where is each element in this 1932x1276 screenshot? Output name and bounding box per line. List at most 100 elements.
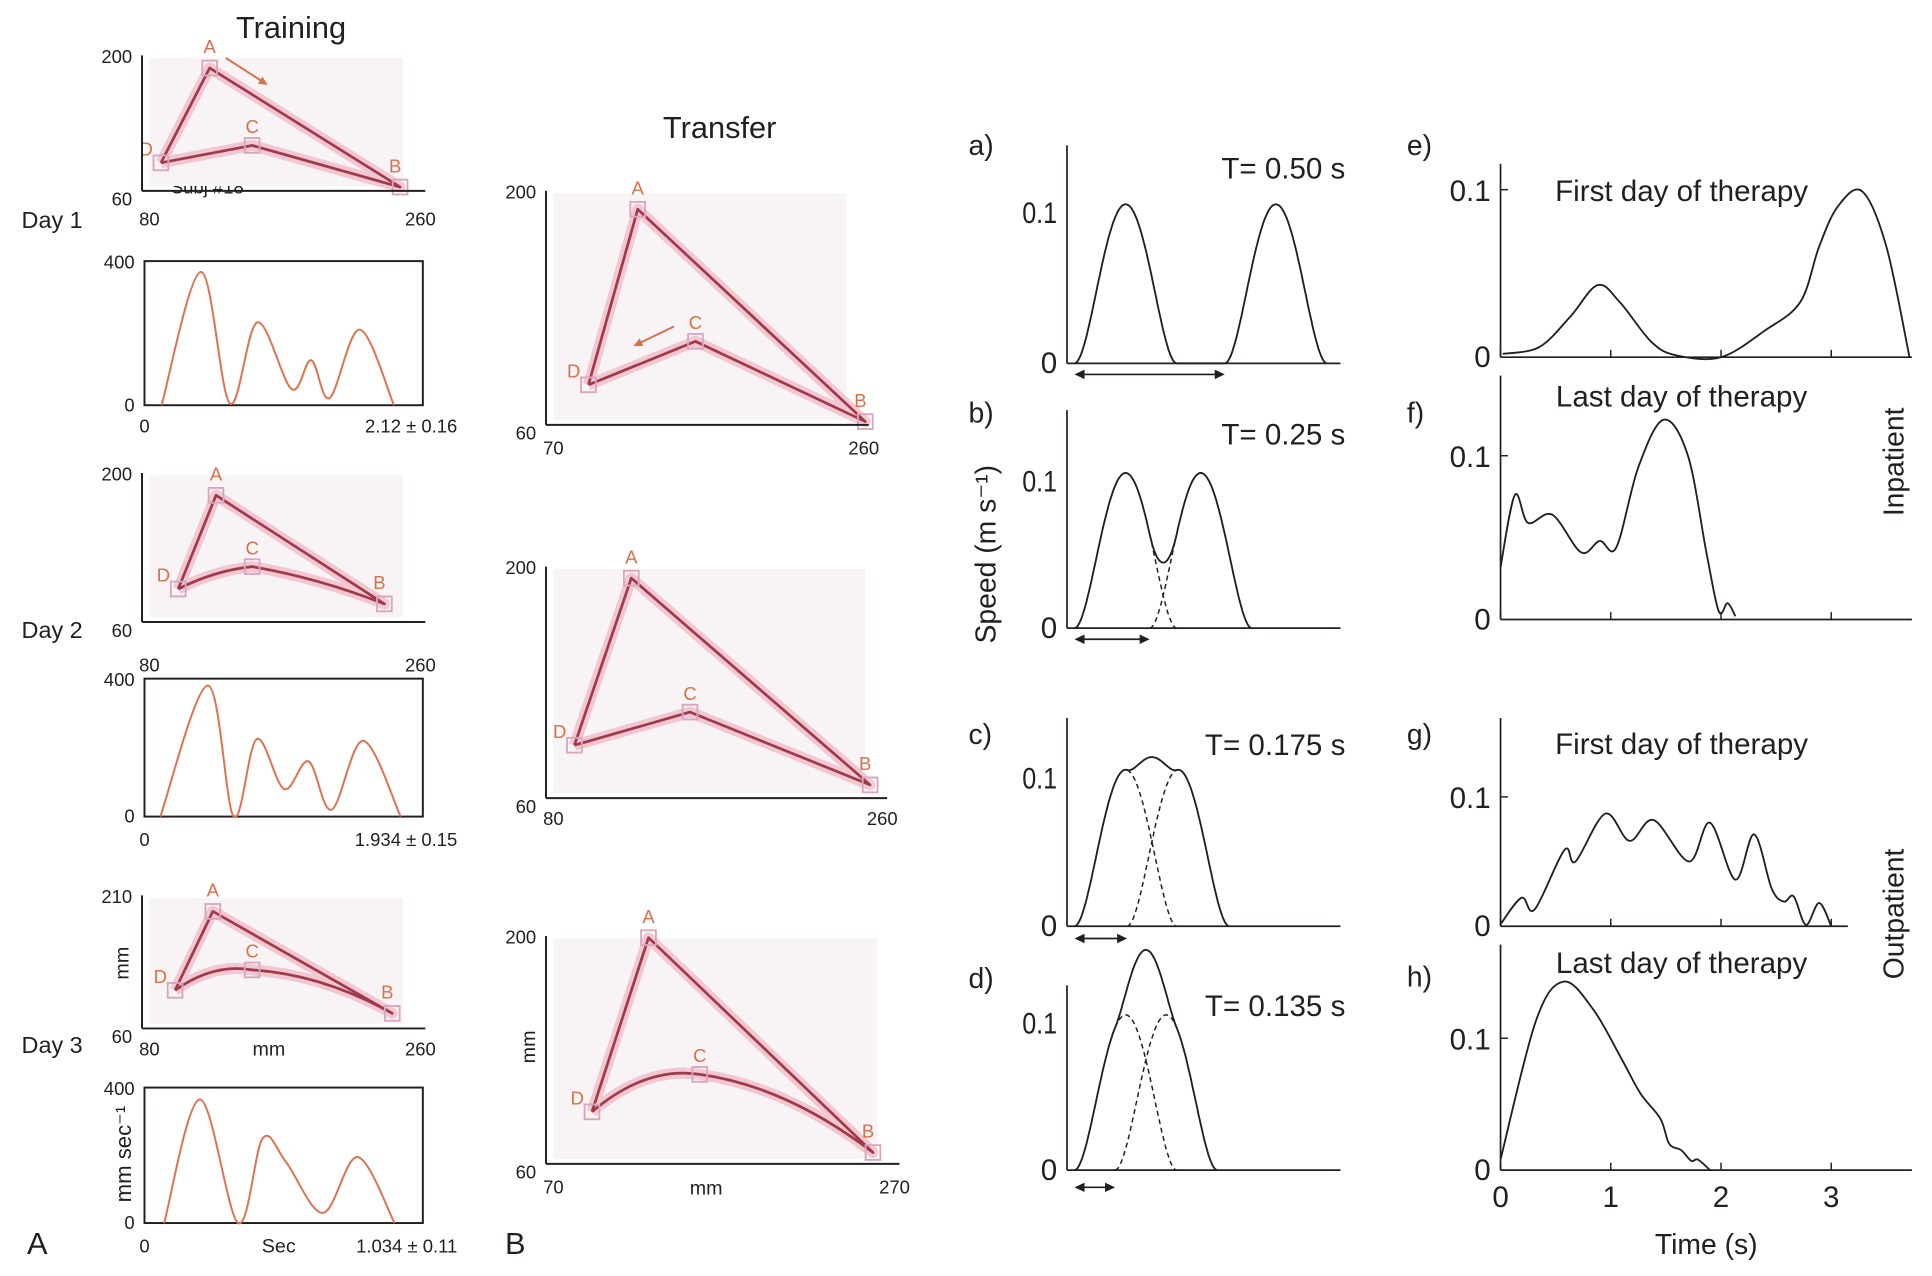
transfer-3-trajectory-point-label-d: D [571, 1087, 584, 1108]
e-panel-label: e) [1407, 130, 1432, 162]
speed-ylabel: Speed (m s⁻¹) [971, 465, 1003, 644]
training-day1-speed-frame [143, 260, 424, 407]
training-day1-trajectory-point-label-a: A [204, 36, 217, 57]
g-panel-label: g) [1407, 719, 1432, 751]
direction-arrow-head [633, 338, 644, 347]
transfer-2-trajectory-xtick-label: 260 [867, 808, 898, 829]
transfer-1-trajectory-point-label-d: D [567, 360, 580, 381]
transfer3-xlabel: mm [690, 1178, 723, 1200]
f-ytick-label: 0 [1474, 603, 1490, 636]
training-day2-trajectory-ytick-label: 200 [101, 463, 132, 484]
d-submovement-1-dashed [1114, 1014, 1177, 1171]
transfer-title: Transfer [663, 110, 776, 145]
d-panel-label: d) [968, 963, 993, 995]
inpatient-label: Inpatient [1878, 407, 1910, 516]
training-day3-trajectory-point-label-b: B [381, 982, 393, 1003]
transfer-1-trajectory-point-label-c: C [689, 312, 702, 333]
panel-B-label: B [505, 1226, 526, 1261]
b-interval-label: T= 0.25 s [1221, 419, 1345, 452]
training-day2-trajectory-point-label-a: A [210, 464, 223, 485]
transfer-1-trajectory-xtick-label: 260 [848, 437, 879, 458]
training-day2-trajectory-target-b [376, 595, 393, 613]
transfer-3-trajectory-point-label-a: A [642, 906, 655, 927]
training-day2-trajectory-xtick-label: 80 [139, 654, 160, 675]
training-day3-trajectory-xtick-label: 80 [139, 1039, 160, 1060]
a-interval-arrow-head-right [1214, 369, 1225, 380]
training-day3-trajectory-trajectory-path [173, 910, 394, 1015]
training-day2-trajectory-xtick-label: 260 [405, 654, 436, 675]
c-interval-arrow-head-left [1074, 933, 1085, 944]
training-day2-speed-duration-readout: 1.934 ± 0.15 [355, 829, 458, 850]
transfer-2-trajectory-ytick-label: 200 [505, 557, 536, 578]
training-day2-trajectory-target-c [243, 558, 261, 575]
training-day1-speed-ytick-label: 400 [104, 252, 135, 273]
outpatient-label: Outpatient [1878, 848, 1910, 979]
training-day3-speed-xtick-label: 0 [139, 1236, 149, 1257]
h-ytick-label: 0.1 [1450, 1023, 1491, 1056]
training-day1-trajectory-xtick-label: 80 [139, 208, 160, 229]
c-submovement-2-dashed [1126, 769, 1177, 927]
h-xtick-label: 1 [1603, 1181, 1619, 1214]
training-day1-speed-speed-curve [160, 270, 395, 406]
transfer-3-trajectory-target-d [583, 1103, 601, 1121]
transfer-2-trajectory-xtick-label: 80 [543, 808, 564, 829]
training-day2-speed-speed-curve [159, 684, 402, 818]
d-ytick-label: 0.1 [1022, 1006, 1057, 1039]
training-day2-speed-ytick-label: 0 [124, 806, 134, 827]
training-day3-trajectory-target-c [243, 961, 261, 979]
training-day3-speed-ytick-label: 0 [124, 1212, 134, 1233]
training-day3-trajectory-ytick-label: 210 [101, 886, 132, 907]
c-panel-label: c) [968, 719, 992, 751]
training-day1-trajectory-target-b [391, 178, 409, 196]
training-day1-speed-duration-readout: 2.12 ± 0.16 [365, 415, 457, 436]
transfer-2-trajectory-background [553, 569, 866, 794]
transfer-2-trajectory-target-d [566, 736, 583, 754]
transfer-2-trajectory-trajectory-path [573, 576, 872, 787]
f-ytick-label: 0.1 [1450, 441, 1491, 474]
transfer-1-trajectory-point-label-b: B [854, 390, 866, 411]
a-ytick-label: 0.1 [1022, 196, 1057, 229]
transfer-2-trajectory-point-label-d: D [553, 721, 566, 742]
day3-trajectory-xlabel: mm [252, 1039, 285, 1061]
transfer-3-trajectory-ytick-label: 60 [516, 1162, 537, 1183]
e-ytick-label: 0.1 [1450, 175, 1491, 208]
b-submovement-2-dashed [1149, 536, 1177, 629]
d-interval-label: T= 0.135 s [1205, 990, 1345, 1023]
b-interval-arrow-head-right [1139, 634, 1150, 644]
c-ytick-label: 0 [1041, 910, 1057, 943]
transfer-3-trajectory-point-label-b: B [862, 1121, 874, 1142]
f-panel-title: Last day of therapy [1556, 380, 1808, 413]
training-day2-speed-frame [143, 677, 424, 818]
day3-label: Day 3 [22, 1032, 83, 1058]
a-ytick-label: 0 [1041, 347, 1057, 380]
training-day3-trajectory-xtick-label: 260 [405, 1039, 436, 1060]
training-day2-trajectory-trajectory-path [176, 493, 386, 606]
training-day2-trajectory-target-a [207, 486, 225, 504]
transfer-2-trajectory-target-b [861, 776, 879, 794]
transfer-1-trajectory-target-d [580, 376, 597, 394]
a-summed-speed-curve [1074, 203, 1328, 365]
transfer-1-trajectory-target-b [856, 413, 874, 430]
b-panel-label: b) [968, 397, 993, 429]
training-day3-speed-duration-readout: 1.034 ± 0.11 [356, 1236, 457, 1257]
transfer-3-trajectory-xtick-label: 270 [879, 1176, 910, 1197]
training-day2-trajectory-target-d [169, 580, 187, 598]
training-day1-trajectory-target-c [243, 137, 261, 154]
transfer-2-trajectory-point-label-c: C [683, 683, 696, 704]
c-ytick-label: 0.1 [1022, 761, 1057, 794]
panel-A-label: A [27, 1226, 48, 1261]
b-ytick-label: 0 [1041, 612, 1057, 645]
training-day3-speed-ytick-label: 400 [104, 1078, 135, 1099]
b-summed-speed-curve [1074, 472, 1252, 630]
transfer-1-trajectory-ytick-label: 200 [505, 181, 536, 202]
c-submovement-1-dashed [1126, 769, 1177, 927]
direction-arrow-line [225, 57, 265, 84]
training-day1-trajectory-ytick-label: 60 [112, 189, 133, 210]
training-day2-trajectory-point-label-b: B [373, 572, 385, 593]
h-xtick-label: 0 [1492, 1181, 1508, 1214]
training-day3-trajectory-point-label-d: D [154, 966, 167, 987]
a-interval-arrow-head-left [1074, 369, 1085, 380]
d-submovement-2-dashed [1114, 1014, 1178, 1171]
training-day2-speed-xtick-label: 0 [139, 829, 149, 850]
